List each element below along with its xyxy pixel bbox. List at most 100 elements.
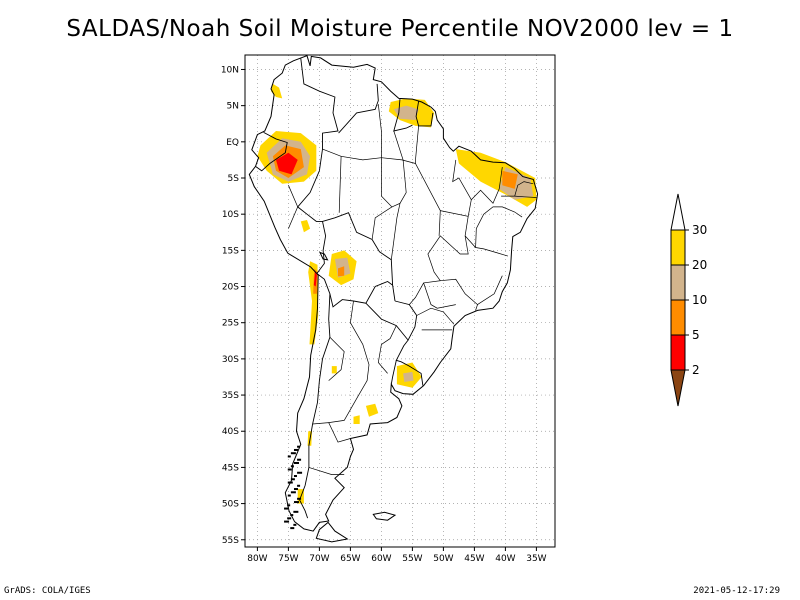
state-border — [409, 216, 469, 305]
colorbar-bottom-triangle — [670, 369, 686, 407]
state-border — [338, 156, 342, 213]
lake-titicaca — [319, 251, 329, 261]
colorbar-label: 5 — [692, 328, 700, 342]
coastal-island — [290, 465, 294, 468]
lat-tick-label: 20S — [222, 283, 239, 293]
state-border — [423, 282, 456, 309]
state-border — [391, 130, 407, 208]
coastal-island — [290, 527, 295, 530]
state-border — [501, 195, 537, 198]
shade-yellow — [271, 83, 283, 99]
lat-tick-label: 35S — [222, 391, 239, 401]
shade-yellow — [365, 403, 379, 417]
state-border — [322, 148, 416, 164]
country-border — [365, 300, 418, 341]
coastal-island — [293, 510, 299, 513]
lon-tick-label: 55W — [402, 554, 422, 564]
lon-tick-label: 70W — [309, 554, 329, 564]
lat-tick-label: 5N — [227, 102, 239, 112]
state-border — [514, 181, 534, 197]
lon-tick-label: 80W — [247, 554, 267, 564]
country-border — [297, 170, 327, 274]
coastal-island — [297, 458, 302, 461]
state-border — [415, 125, 441, 236]
colorbar-segment — [670, 299, 686, 336]
coastal-island — [290, 514, 294, 517]
shade-red — [276, 152, 298, 175]
country-border — [316, 273, 393, 308]
state-border — [475, 206, 523, 248]
state-border — [390, 203, 401, 260]
coastal-island — [293, 448, 298, 451]
country-border — [255, 132, 288, 172]
coastal-island — [287, 468, 292, 471]
lat-tick-label: 30S — [222, 355, 239, 365]
lat-tick-label: 25S — [222, 319, 239, 329]
lat-tick-label: 15S — [222, 246, 239, 256]
state-border — [371, 104, 393, 240]
coastal-island — [287, 481, 293, 484]
state-border — [377, 325, 397, 374]
coastlines-and-borders — [248, 55, 539, 543]
lat-tick-label: 50S — [222, 500, 239, 510]
coastal-island — [293, 501, 299, 504]
colorbar-segment — [670, 264, 686, 301]
coastal-island — [290, 478, 295, 481]
falkland-islands — [372, 511, 397, 521]
colorbar-segment — [670, 334, 686, 371]
colorbar-top-triangle — [670, 193, 686, 231]
coastal-island — [287, 494, 291, 497]
state-border — [416, 307, 455, 325]
lon-tick-label: 60W — [371, 554, 391, 564]
coastal-island — [297, 445, 301, 448]
shade-red — [313, 272, 317, 287]
coastal-island — [290, 491, 296, 494]
lat-tick-label: 10N — [221, 65, 239, 75]
coastal-island — [284, 507, 289, 510]
lat-tick-label: 45S — [222, 463, 239, 473]
footer-credit: GrADS: COLA/IGES — [4, 586, 91, 596]
colorbar-label: 20 — [692, 258, 707, 272]
coastal-island — [293, 488, 298, 491]
country-border — [390, 360, 397, 385]
tierra-del-fuego — [315, 521, 349, 543]
shade-yellow — [331, 366, 337, 374]
percentile-shading — [257, 83, 537, 504]
coastal-island — [287, 517, 292, 520]
footer-timestamp: 2021-05-12-17:29 — [693, 586, 780, 596]
state-border — [471, 167, 503, 204]
lat-tick-label: 5S — [228, 174, 240, 184]
coastal-island — [290, 452, 296, 455]
country-border — [338, 83, 379, 134]
colorbar-label: 10 — [692, 293, 707, 307]
coastal-island — [287, 504, 291, 507]
shade-tan — [393, 105, 419, 121]
country-border — [300, 58, 339, 171]
shade-orange — [338, 266, 345, 277]
state-border — [288, 185, 299, 229]
state-border — [475, 304, 478, 311]
state-border — [328, 300, 370, 423]
colorbar-segment — [670, 229, 686, 266]
coastal-island — [297, 484, 301, 487]
map-frame — [244, 54, 556, 548]
state-border — [440, 159, 472, 217]
lon-tick-label: 40W — [495, 554, 515, 564]
lon-tick-label: 50W — [433, 554, 453, 564]
state-border — [440, 275, 503, 306]
shade-tan — [403, 371, 414, 382]
state-border — [464, 235, 509, 257]
coastal-island — [293, 461, 299, 464]
shade-orange — [502, 170, 518, 189]
lon-tick-label: 45W — [464, 554, 484, 564]
coastal-island — [293, 475, 297, 478]
lat-tick-label: EQ — [226, 138, 239, 148]
lat-tick-label: 40S — [222, 427, 239, 437]
colorbar-label: 2 — [692, 363, 700, 377]
lat-tick-label: 55S — [222, 536, 239, 546]
graticule — [245, 55, 555, 547]
lon-tick-label: 65W — [340, 554, 360, 564]
lon-tick-label: 35W — [526, 554, 546, 564]
axis-ticks: 10N 5N EQ 5S 10S 15S 20S 25S 30S 35S 40S 45S 50S 55S 8… — [221, 65, 547, 564]
